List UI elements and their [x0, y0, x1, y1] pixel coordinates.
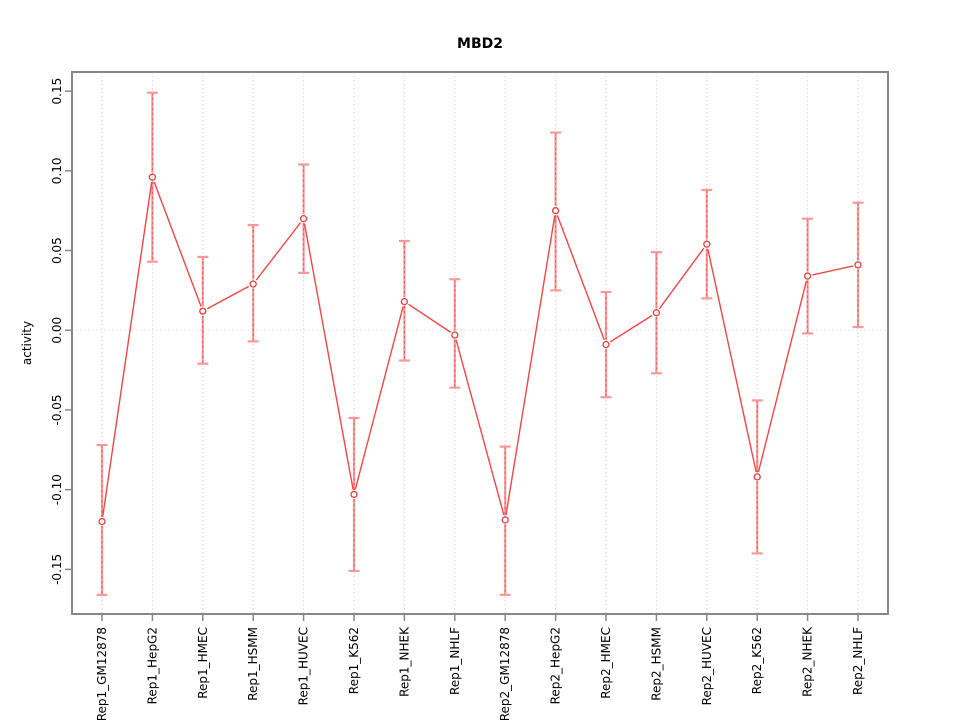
error-bar	[751, 399, 763, 555]
error-bar	[550, 131, 562, 292]
error-bar	[348, 416, 360, 573]
x-tick-label: Rep1_NHEK	[397, 626, 411, 697]
line-segment	[757, 280, 808, 473]
error-bar	[449, 278, 461, 389]
line-segment	[102, 182, 153, 517]
x-tick-label: Rep2_HMEC	[599, 627, 613, 699]
error-bar	[852, 201, 864, 329]
error-bar	[197, 255, 209, 365]
line-segment	[255, 222, 302, 281]
x-tick-label: Rep1_GM12878	[95, 627, 109, 720]
error-bar	[650, 251, 662, 375]
error-bars	[96, 91, 864, 596]
y-tick-label: -0.10	[50, 474, 64, 505]
x-tick-label: Rep2_K562	[750, 627, 764, 694]
y-tick-label: 0.00	[50, 317, 64, 344]
line-segment	[206, 285, 250, 310]
data-point	[299, 215, 308, 223]
plot-frame	[71, 71, 889, 615]
x-tick-label: Rep1_NHLF	[448, 627, 462, 695]
data-point	[400, 297, 409, 306]
x-tick-label: Rep1_HMEC	[196, 627, 210, 699]
gridlines	[72, 72, 888, 614]
data-point	[703, 240, 711, 248]
data-point	[602, 340, 610, 349]
error-bar	[247, 223, 259, 343]
line-segment	[354, 306, 404, 490]
x-tick-label: Rep1_HUVEC	[297, 627, 311, 705]
data-point	[753, 473, 761, 481]
x-tick-label: Rep1_HSMM	[246, 627, 260, 701]
line-segment	[609, 314, 653, 343]
data-point	[98, 517, 106, 526]
y-axis-label: activity	[20, 321, 34, 365]
error-bar	[802, 217, 814, 335]
x-tick-label: Rep2_HSMM	[649, 627, 663, 701]
error-bar	[298, 163, 310, 274]
data-point	[148, 173, 157, 181]
error-bar	[146, 91, 158, 263]
line-segment	[408, 303, 452, 333]
line-segment	[707, 248, 757, 473]
y-tick-label: 0.05	[50, 237, 64, 264]
line-segment	[505, 215, 556, 516]
y-tick-label: -0.05	[50, 394, 64, 425]
x-tick-label: Rep2_HepG2	[549, 627, 563, 704]
data-point	[803, 272, 812, 280]
line-segment	[153, 181, 202, 307]
error-bar	[398, 239, 410, 362]
data-point	[551, 207, 560, 215]
data-point	[350, 490, 358, 499]
data-point	[652, 309, 661, 317]
chart-title: MBD2	[457, 36, 503, 52]
error-bar	[96, 443, 108, 596]
x-tick-label: Rep2_HUVEC	[700, 627, 714, 705]
error-bar	[701, 188, 713, 300]
axes: -0.15 -0.10 -0.05 0.00 0.05 0.10 0.15 Rep1_GM12…	[50, 71, 889, 720]
x-tick-label: Rep1_K562	[347, 627, 361, 694]
data-point	[199, 307, 207, 315]
line-segment	[303, 223, 354, 490]
data-line	[102, 181, 854, 517]
line-segment	[812, 265, 854, 276]
x-tick-label: Rep1_HepG2	[145, 627, 159, 704]
data-point	[501, 516, 509, 524]
error-bar	[600, 290, 612, 399]
points	[98, 173, 862, 526]
x-tick-label: Rep2_GM12878	[498, 627, 512, 720]
x-tick-label: Rep2_NHEK	[801, 626, 815, 697]
line-segment	[658, 247, 705, 310]
data-point	[451, 331, 459, 339]
line-segment	[556, 215, 605, 341]
x-tick-label: Rep2_NHLF	[851, 627, 865, 695]
y-tick-label: 0.10	[50, 157, 64, 184]
y-tick-label: -0.15	[50, 554, 64, 585]
y-tick-label: 0.15	[50, 78, 64, 105]
titles: MBD2 activity	[20, 36, 503, 365]
error-bar	[499, 445, 511, 596]
data-point	[249, 280, 257, 288]
data-point	[854, 261, 862, 269]
line-segment	[455, 339, 505, 516]
